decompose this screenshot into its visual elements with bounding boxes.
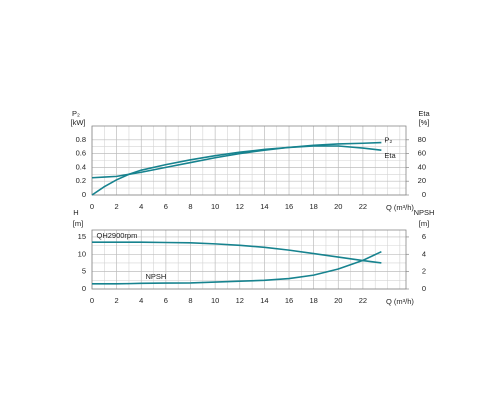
x-axis-label: Q (m³/h) bbox=[386, 297, 414, 306]
y2-axis-label: Eta bbox=[418, 109, 430, 118]
series-label: QH2900rpm bbox=[97, 231, 138, 240]
y2-axis-unit: [%] bbox=[419, 118, 430, 127]
y-tick-label: 0 bbox=[82, 190, 86, 199]
x-tick-label: 4 bbox=[139, 296, 143, 305]
y2-tick-label: 0 bbox=[422, 190, 426, 199]
x-tick-label: 14 bbox=[260, 296, 268, 305]
y-tick-label: 0.4 bbox=[76, 162, 86, 171]
y-tick-label: 15 bbox=[78, 232, 86, 241]
y-axis-unit: [m] bbox=[73, 219, 83, 228]
x-tick-label: 10 bbox=[211, 202, 219, 211]
x-tick-label: 16 bbox=[285, 296, 293, 305]
x-tick-label: 18 bbox=[309, 296, 317, 305]
x-tick-label: 18 bbox=[309, 202, 317, 211]
y2-tick-label: 0 bbox=[422, 284, 426, 293]
y2-axis-label: NPSH bbox=[414, 208, 435, 217]
x-tick-label: 22 bbox=[359, 296, 367, 305]
series-label: NPSH bbox=[145, 272, 166, 281]
series-label: Eta bbox=[384, 151, 396, 160]
x-tick-label: 0 bbox=[90, 202, 94, 211]
curve bbox=[92, 241, 382, 264]
y2-tick-label: 40 bbox=[418, 162, 426, 171]
y2-tick-label: 4 bbox=[422, 249, 426, 258]
y-axis-label: P₂ bbox=[72, 109, 80, 118]
y-tick-label: 10 bbox=[78, 249, 86, 258]
curve bbox=[91, 145, 382, 196]
x-tick-label: 20 bbox=[334, 296, 342, 305]
x-tick-label: 4 bbox=[139, 202, 143, 211]
y-tick-label: 0.6 bbox=[76, 149, 86, 158]
y-axis-label: H bbox=[73, 208, 78, 217]
y-tick-label: 5 bbox=[82, 267, 86, 276]
y2-tick-label: 2 bbox=[422, 267, 426, 276]
x-tick-label: 6 bbox=[164, 202, 168, 211]
plot-frame bbox=[91, 229, 407, 290]
x-tick-label: 16 bbox=[285, 202, 293, 211]
curve bbox=[91, 141, 382, 179]
curve bbox=[92, 250, 382, 285]
y2-tick-label: 80 bbox=[418, 135, 426, 144]
y-tick-label: 0 bbox=[82, 284, 86, 293]
y-axis-unit: [kW] bbox=[71, 118, 86, 127]
plot-frame bbox=[91, 125, 407, 196]
x-tick-label: 14 bbox=[260, 202, 268, 211]
x-tick-label: 6 bbox=[164, 296, 168, 305]
x-tick-label: 20 bbox=[334, 202, 342, 211]
y2-tick-label: 6 bbox=[422, 232, 426, 241]
x-axis-label: Q (m³/h) bbox=[386, 203, 414, 212]
x-tick-label: 22 bbox=[359, 202, 367, 211]
x-tick-label: 2 bbox=[115, 296, 119, 305]
y-tick-label: 0.2 bbox=[76, 176, 86, 185]
y2-axis-unit: [m] bbox=[419, 219, 429, 228]
x-tick-label: 12 bbox=[236, 296, 244, 305]
x-tick-label: 10 bbox=[211, 296, 219, 305]
series-label: P₂ bbox=[384, 136, 392, 145]
x-tick-label: 0 bbox=[90, 296, 94, 305]
x-tick-label: 2 bbox=[115, 202, 119, 211]
y2-tick-label: 60 bbox=[418, 149, 426, 158]
x-tick-label: 8 bbox=[188, 296, 192, 305]
y-tick-label: 0.8 bbox=[76, 135, 86, 144]
y2-tick-label: 20 bbox=[418, 176, 426, 185]
x-tick-label: 8 bbox=[188, 202, 192, 211]
x-tick-label: 12 bbox=[236, 202, 244, 211]
